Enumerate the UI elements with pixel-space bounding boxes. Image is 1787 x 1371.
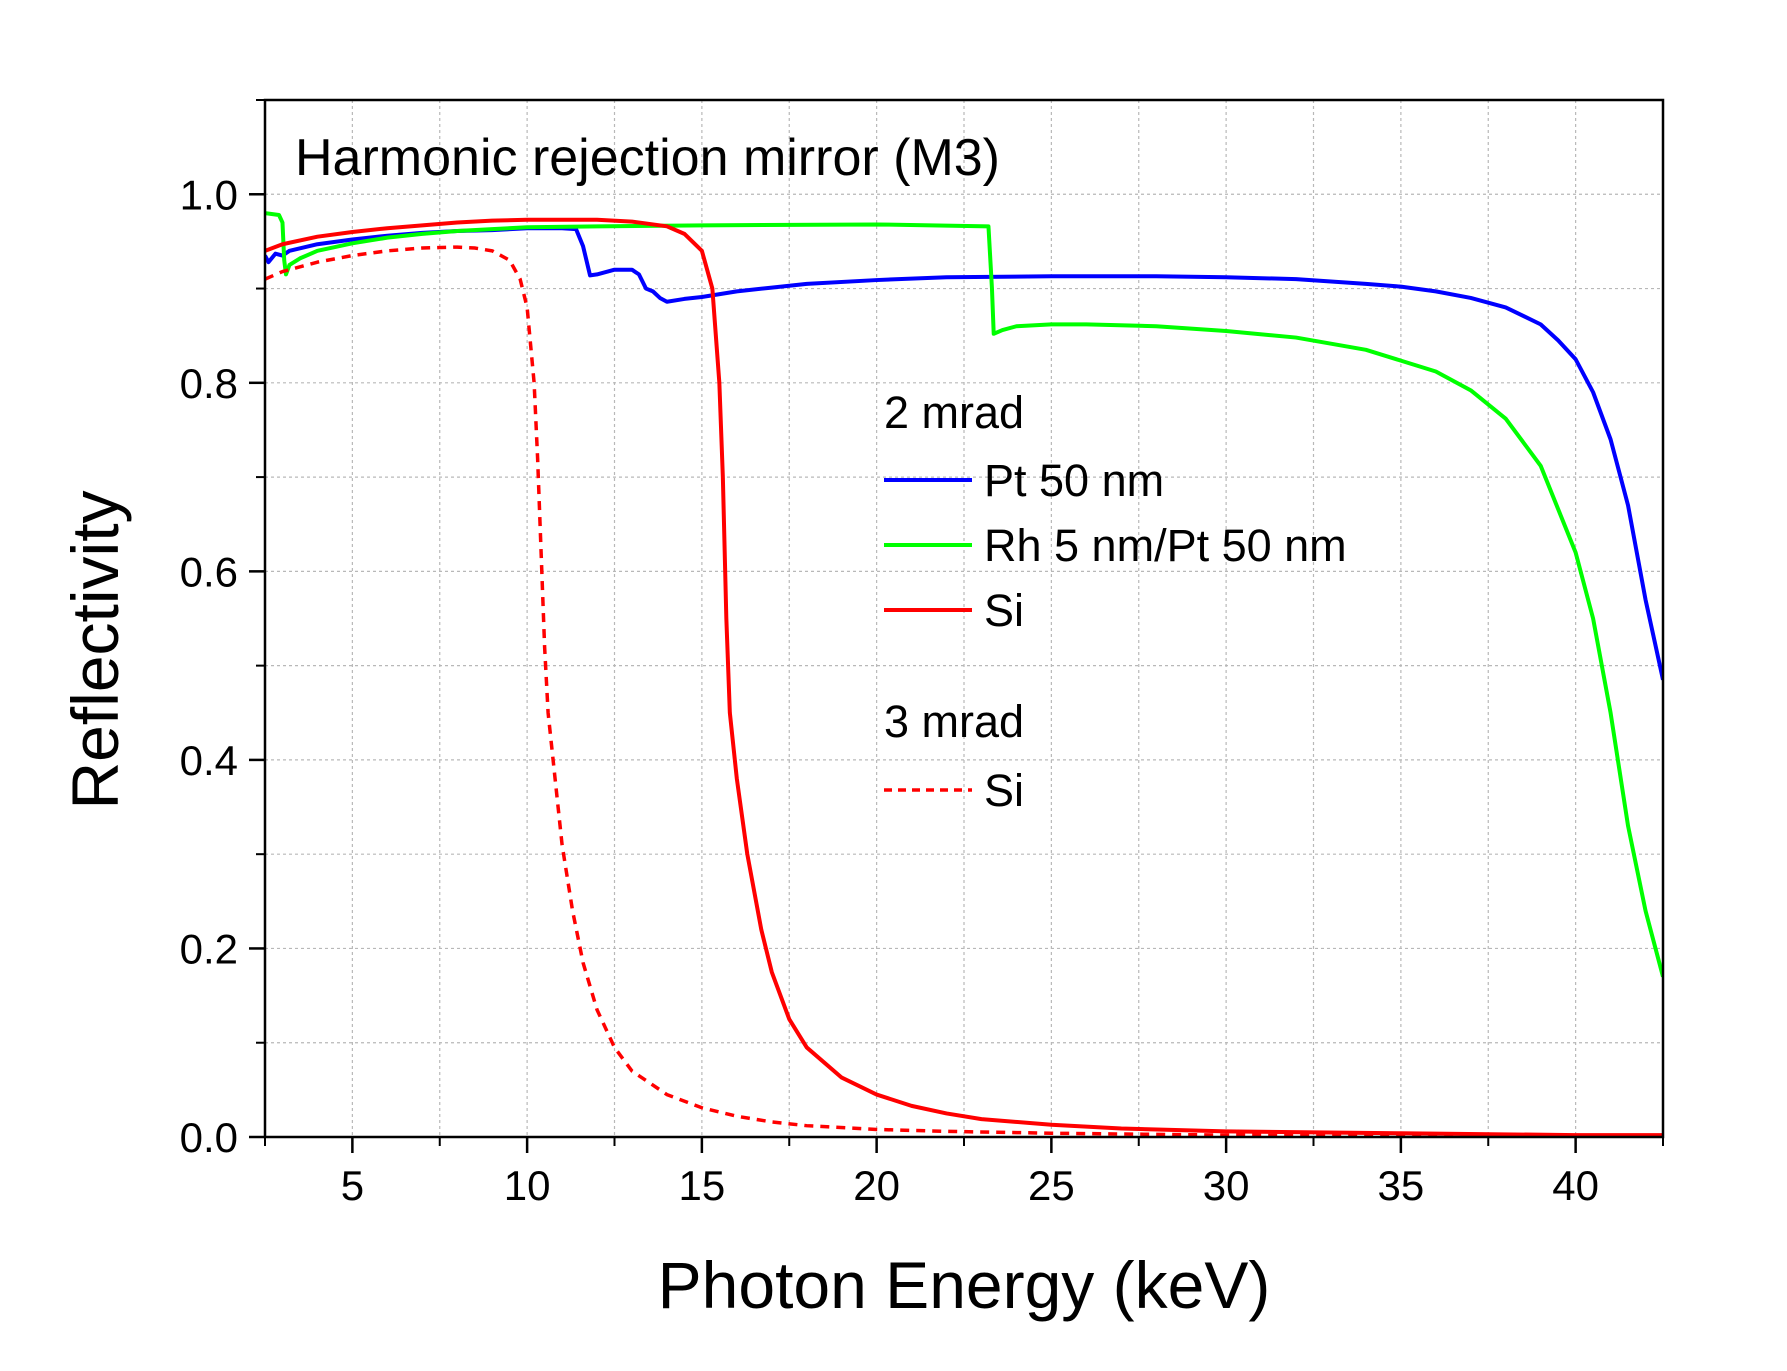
legend: 2 mrad Pt 50 nm Rh 5 nm/Pt 50 nm Si 3 mr…: [884, 387, 1347, 816]
legend-heading-2mrad: 2 mrad: [884, 387, 1024, 438]
y-tick-label: 1.0: [180, 171, 238, 218]
series-line-3: [265, 245, 1663, 1137]
x-tick-label: 20: [853, 1162, 900, 1209]
tick-labels: 5 10 15 20 25 30 35 40 0.0 0.2 0.4 0.6 0.8 1.0: [180, 171, 1599, 1209]
legend-label-pt-50nm: Pt 50 nm: [984, 455, 1164, 506]
grid: [265, 100, 1663, 1137]
y-tick-label: 0.0: [180, 1114, 238, 1161]
y-tick-label: 0.8: [180, 360, 238, 407]
legend-label-si-2mrad: Si: [984, 585, 1024, 636]
x-axis-title: Photon Energy (keV): [658, 1248, 1271, 1322]
y-tick-label: 0.2: [180, 925, 238, 972]
series-line-1: [265, 211, 1663, 978]
y-axis-title: Reflectivity: [58, 490, 132, 809]
x-tick-label: 15: [679, 1162, 726, 1209]
y-tick-label: 0.6: [180, 548, 238, 595]
x-tick-label: 5: [341, 1162, 364, 1209]
x-tick-label: 35: [1378, 1162, 1425, 1209]
x-tick-label: 10: [504, 1162, 551, 1209]
plot-title: Harmonic rejection mirror (M3): [295, 129, 1000, 187]
series-line-2: [265, 217, 1663, 1137]
x-tick-label: 25: [1028, 1162, 1075, 1209]
legend-heading-3mrad: 3 mrad: [884, 696, 1024, 747]
x-tick-label: 40: [1552, 1162, 1599, 1209]
y-tick-label: 0.4: [180, 737, 238, 784]
axis-ticks: [249, 99, 1664, 1153]
legend-label-rh-pt: Rh 5 nm/Pt 50 nm: [984, 520, 1347, 571]
legend-label-si-3mrad: Si: [984, 765, 1024, 816]
x-tick-label: 30: [1203, 1162, 1250, 1209]
series-layer: [265, 211, 1663, 1137]
